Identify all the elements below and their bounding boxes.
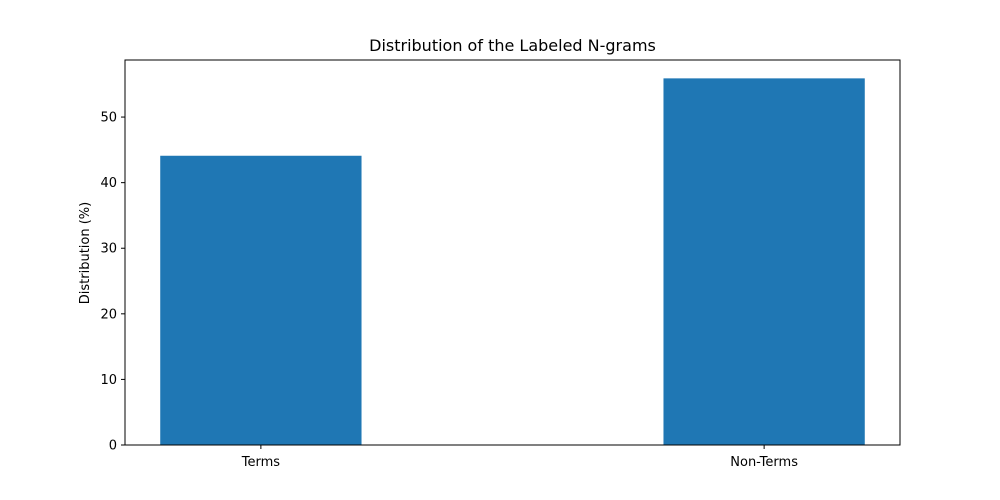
x-tick-label: Terms (241, 455, 281, 470)
x-axis-ticks: Terms Non-Terms (241, 445, 798, 470)
y-tick-label: 30 (100, 242, 117, 257)
plot-frame (124, 59, 901, 446)
y-tick-label: 40 (100, 176, 117, 191)
y-axis-ticks: 0 10 20 30 40 50 (100, 111, 125, 454)
y-tick-label: 20 (100, 307, 117, 322)
y-tick-label: 50 (100, 111, 117, 126)
y-tick-label: 0 (109, 439, 117, 454)
chart-title: Distribution of the Labeled N-grams (369, 36, 656, 55)
bars-layer (160, 78, 865, 445)
y-tick-label: 10 (100, 373, 117, 388)
bar-non-terms (663, 78, 865, 445)
bar-terms (160, 155, 362, 445)
x-tick-label: Non-Terms (730, 455, 798, 470)
y-axis-label: Distribution (%) (78, 202, 93, 304)
